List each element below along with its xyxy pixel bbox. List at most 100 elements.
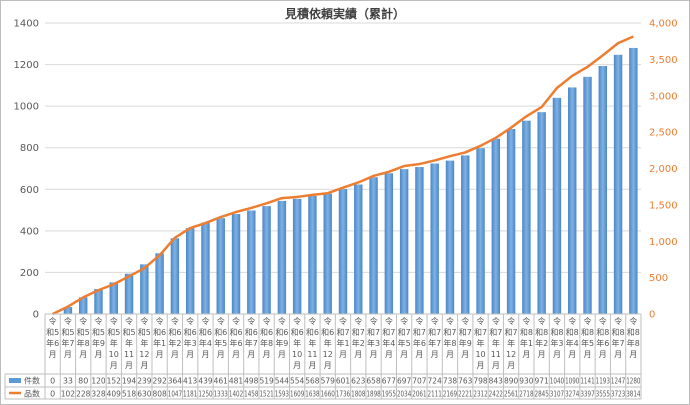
y-right-tick-label: 4,000 <box>649 19 678 30</box>
legend-key-bar <box>9 378 21 383</box>
data-label: 2111 <box>428 390 442 399</box>
x-category-label: 年9 <box>275 338 288 348</box>
x-category-label: 和6 <box>214 328 227 337</box>
x-category-label: 月 <box>599 350 607 359</box>
bar <box>109 282 118 314</box>
x-category-label: 和6 <box>184 328 197 337</box>
bar <box>461 155 470 314</box>
legend-label: 品数 <box>24 389 40 399</box>
x-category-label: 月 <box>110 361 118 370</box>
data-label: 930 <box>519 377 533 386</box>
data-label: 292 <box>152 377 166 386</box>
x-category-label: 令 <box>339 316 347 326</box>
data-label: 1638 <box>305 390 319 399</box>
data-label: 3814 <box>626 390 640 399</box>
x-category-label: 年4 <box>199 338 212 348</box>
x-category-label: 和7 <box>413 328 426 337</box>
x-category-label: 和6 <box>229 328 242 337</box>
data-label: 798 <box>473 377 487 386</box>
x-category-label: 年4 <box>382 338 395 348</box>
x-category-label: 月 <box>201 350 209 359</box>
x-category-label: 年1 <box>336 338 349 348</box>
data-label: 439 <box>198 377 212 386</box>
x-category-label: 年 <box>324 338 332 348</box>
data-label: 409 <box>107 390 121 399</box>
data-label: 738 <box>443 377 457 386</box>
data-label: 2561 <box>504 390 518 399</box>
data-label: 2718 <box>519 390 533 399</box>
x-category-label: 和6 <box>260 328 273 337</box>
x-category-label: 年 <box>308 338 316 348</box>
x-category-label: 令 <box>49 316 57 326</box>
bar <box>323 193 332 314</box>
data-label: 1280 <box>626 377 640 386</box>
bar <box>552 97 562 314</box>
x-category-label: 年1 <box>153 338 166 348</box>
x-category-label: 和8 <box>627 328 640 337</box>
data-label: 3397 <box>580 390 594 399</box>
x-category-label: 令 <box>385 316 393 326</box>
x-category-label: 月 <box>538 350 546 359</box>
x-category-label: 月 <box>415 350 423 359</box>
x-category-label: 10 <box>475 350 485 359</box>
x-category-label: 和8 <box>581 328 594 337</box>
x-category-label: 月 <box>477 361 485 370</box>
y-left-tick-label: 800 <box>20 143 39 154</box>
x-category-label: 年6 <box>596 338 609 348</box>
x-category-label: 和6 <box>153 328 166 337</box>
legend-label: 件数 <box>24 376 40 386</box>
x-category-label: 和7 <box>367 328 380 337</box>
x-category-label: 令 <box>278 316 286 326</box>
x-category-label: 12 <box>323 350 333 359</box>
x-category-label: 月 <box>79 350 87 359</box>
x-category-label: 年 <box>492 338 500 348</box>
x-category-label: 年7 <box>61 338 74 348</box>
x-category-label: 和8 <box>550 328 563 337</box>
x-category-label: 年7 <box>612 338 625 348</box>
data-label: 808 <box>152 390 166 399</box>
x-category-label: 月 <box>614 350 622 359</box>
x-category-label: 令 <box>186 316 194 326</box>
y-left-tick-label: 1200 <box>14 60 39 71</box>
x-category-label: 令 <box>522 316 530 326</box>
x-category-label: 12 <box>506 350 516 359</box>
x-category-label: 年4 <box>566 338 579 348</box>
x-category-label: 月 <box>186 350 194 359</box>
data-label: 1458 <box>244 390 258 399</box>
x-category-label: 和6 <box>321 328 334 337</box>
x-category-label: 年9 <box>92 338 105 348</box>
bar <box>629 47 638 314</box>
data-label: 1660 <box>321 390 335 399</box>
data-label: 3107 <box>550 390 564 399</box>
data-label: 0 <box>50 390 55 399</box>
x-category-label: 令 <box>568 316 576 326</box>
data-label: 1898 <box>366 390 380 399</box>
x-category-label: 年8 <box>77 338 90 348</box>
x-category-label: 令 <box>507 316 515 326</box>
data-label: 2169 <box>443 390 457 399</box>
x-category-label: 和5 <box>92 328 105 337</box>
x-category-label: 月 <box>64 350 72 359</box>
x-category-label: 和7 <box>474 328 487 337</box>
x-category-label: 月 <box>263 350 271 359</box>
x-category-label: 和5 <box>46 328 59 337</box>
bar <box>583 76 592 315</box>
data-label: 413 <box>183 377 197 386</box>
x-category-label: 令 <box>217 316 225 326</box>
x-category-label: 月 <box>507 361 515 370</box>
x-category-label: 年 <box>507 338 515 348</box>
x-category-label: 令 <box>370 316 378 326</box>
x-category-label: 月 <box>247 350 255 359</box>
x-category-label: 年 <box>477 338 485 348</box>
x-category-label: 令 <box>599 316 607 326</box>
data-label: 677 <box>382 377 396 386</box>
x-category-label: 月 <box>446 350 454 359</box>
x-category-label: 令 <box>64 316 72 326</box>
x-category-label: 令 <box>629 316 637 326</box>
x-category-label: 月 <box>568 350 576 359</box>
axes: 0 200 400 600 800 1000 1200 1400 0 500 1,000 1,500 2… <box>14 19 678 321</box>
x-category-label: 年2 <box>352 338 365 348</box>
x-category-label: 和7 <box>489 328 502 337</box>
x-category-label: 令 <box>461 316 469 326</box>
